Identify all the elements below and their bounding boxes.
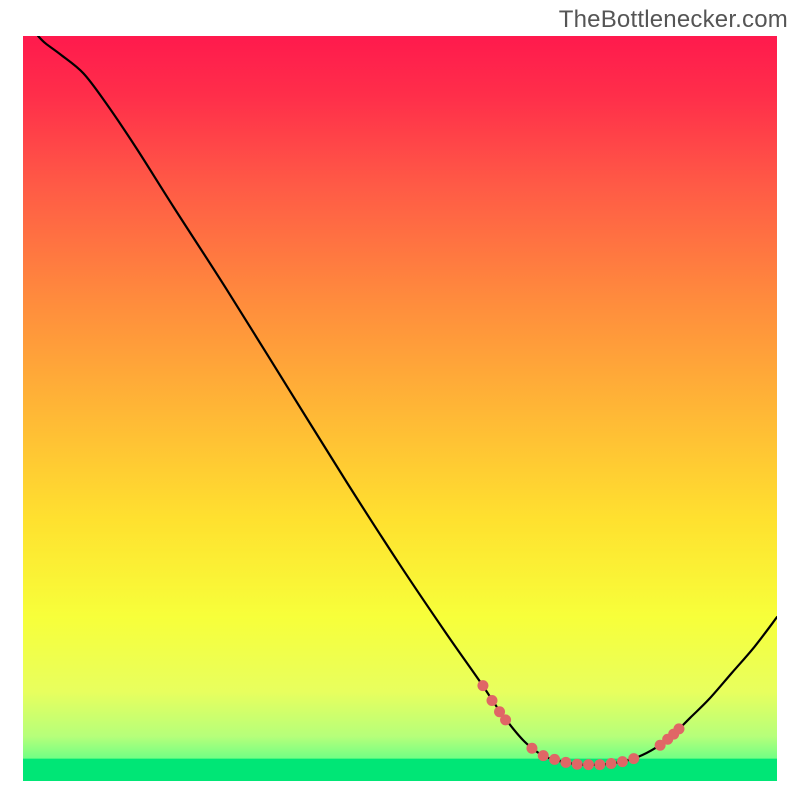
bottleneck-chart — [0, 0, 800, 800]
marker-dot — [572, 759, 583, 770]
marker-dot — [500, 714, 511, 725]
marker-dot — [617, 756, 628, 767]
marker-dot — [549, 754, 560, 765]
marker-dot — [477, 680, 488, 691]
marker-dot — [673, 723, 684, 734]
marker-dot — [628, 753, 639, 764]
watermark: TheBottlenecker.com — [559, 6, 788, 34]
marker-dot — [594, 759, 605, 770]
marker-dot — [606, 758, 617, 769]
marker-dot — [486, 695, 497, 706]
marker-dot — [526, 743, 537, 754]
marker-dot — [538, 750, 549, 761]
marker-dot — [560, 757, 571, 768]
green-band — [23, 759, 777, 781]
marker-dot — [583, 759, 594, 770]
